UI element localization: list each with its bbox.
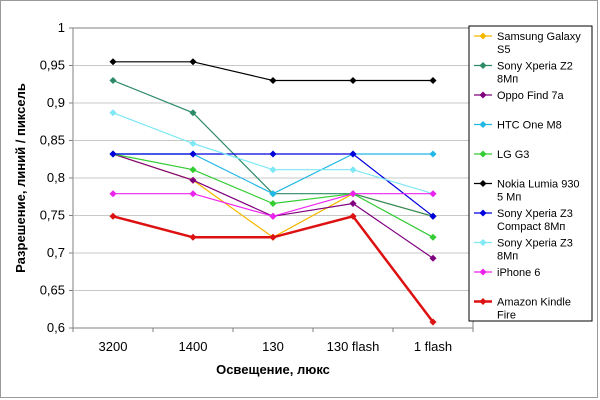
legend-item: Nokia Lumia 930 5 Мп [474,179,580,204]
legend-item: Sony Xperia Z3 Compact 8Мп [474,208,573,233]
data-point [269,166,277,174]
data-point [189,190,197,198]
legend-swatch-marker [479,91,487,99]
data-point [109,150,117,158]
data-point [189,233,197,241]
x-tick-label: 130 flash [327,339,380,354]
y-axis-ticks: 0,6 0,65 0,7 0,75 0,8 0,85 0,9 0,95 1 [40,20,73,335]
legend-item: iPhone 6 [474,267,540,279]
data-point [269,199,277,208]
legend-label: HTC One M8 [497,120,562,132]
legend-label: Sony Xperia Z2 8Мп [497,61,573,86]
legend-item: HTC One M8 [474,120,562,132]
data-point [189,139,197,148]
legend-label: LG G3 [497,149,529,161]
x-axis-ticks: 3200 1400 130 130 flash 1 flash [72,328,474,354]
y-tick-label: 1 [58,20,65,35]
legend-swatch-marker [479,120,487,129]
y-tick-label: 0,8 [47,170,65,185]
data-point [189,109,197,117]
legend-label: Amazon Kindle Fire [497,297,571,322]
legend-label: Nokia Lumia 930 5 Мп [497,179,580,204]
x-tick-label: 130 [262,339,284,354]
legend-swatch-marker [479,61,487,70]
data-point [269,76,277,85]
legend-label: Oppo Find 7a [497,90,565,102]
data-point [109,212,117,220]
data-point [189,166,197,174]
y-tick-label: 0,75 [40,208,65,223]
data-point [429,76,437,85]
data-point [189,58,197,66]
legend-item: Sony Xperia Z3 8Мп [474,238,573,263]
legend-swatch-marker [479,179,487,188]
legend-item: Sony Xperia Z2 8Мп [474,61,573,86]
data-point [109,109,117,117]
data-point [429,212,437,220]
legend-label: Sony Xperia Z3 Compact 8Мп [497,208,573,233]
data-point [189,150,197,158]
data-point [429,254,437,262]
data-point [429,150,437,158]
data-point [269,233,277,241]
data-point [109,76,117,85]
legend-item: Amazon Kindle Fire [474,297,571,322]
series-layer [109,58,437,326]
data-point [429,318,437,326]
y-axis-title: Разрешение, линий / пиксель [13,83,28,273]
data-point [429,190,437,198]
y-tick-label: 0,85 [40,133,65,148]
data-point [269,150,277,158]
data-point [349,76,357,85]
data-point [189,176,197,184]
data-point [349,199,357,208]
data-point [109,190,117,198]
legend-item: Oppo Find 7a [474,90,565,102]
y-tick-label: 0,6 [47,320,65,335]
legend-swatch-marker [479,297,487,306]
y-tick-label: 0,95 [40,58,65,73]
data-point [349,190,357,198]
legend-swatch-marker [479,150,487,158]
data-point [269,212,277,220]
legend-swatch-marker [479,238,487,247]
x-tick-label: 1400 [179,339,208,354]
x-tick-label: 1 flash [414,339,452,354]
legend-swatch-marker [479,268,487,276]
data-point [349,166,357,174]
series-8 [109,190,437,220]
series-6 [109,150,437,220]
legend-item: LG G3 [474,149,529,161]
x-tick-label: 3200 [99,339,128,354]
y-tick-label: 0,9 [47,95,65,110]
legend-swatch-marker [479,209,487,217]
legend-item: Samsung Galaxy S5 [474,31,581,56]
y-tick-label: 0,7 [47,245,65,260]
data-point [269,190,277,198]
y-tick-label: 0,65 [40,283,65,298]
data-point [429,233,437,241]
legend-swatch-marker [479,32,487,40]
x-axis-title: Освещение, люкс [216,362,330,377]
legend-label: Sony Xperia Z3 8Мп [497,238,573,263]
legend-label: iPhone 6 [497,267,540,279]
series-9 [109,212,437,326]
legend-label: Samsung Galaxy S5 [497,31,581,56]
legend: Samsung Galaxy S5 Sony Xperia Z2 8Мп Oppo Fi… [468,25,593,322]
data-point [349,150,357,158]
data-point [349,212,357,220]
